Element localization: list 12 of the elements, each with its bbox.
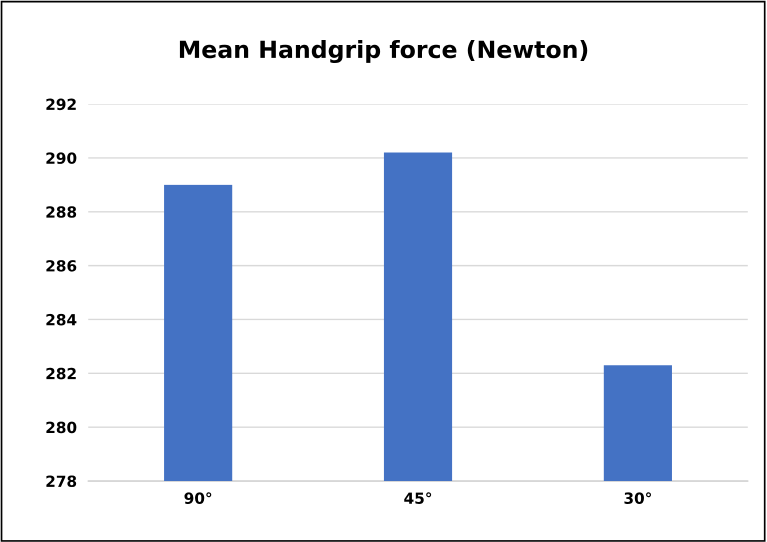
y-tick-label: 280 [46,422,76,434]
y-tick-label: 284 [46,314,76,326]
y-tick-label: 286 [46,260,76,272]
y-tick-label: 278 [46,475,76,488]
y-tick-label: 292 [46,98,76,110]
y-tick-label: 288 [46,206,76,218]
x-tick-label: 30° [624,492,651,504]
x-tick-label: 45° [404,492,432,504]
y-tick-label: 290 [46,152,76,164]
x-tick-label: 90° [184,492,212,504]
chart-title: Mean Handgrip force (Newton) [180,40,588,64]
y-tick-label: 282 [46,368,76,380]
